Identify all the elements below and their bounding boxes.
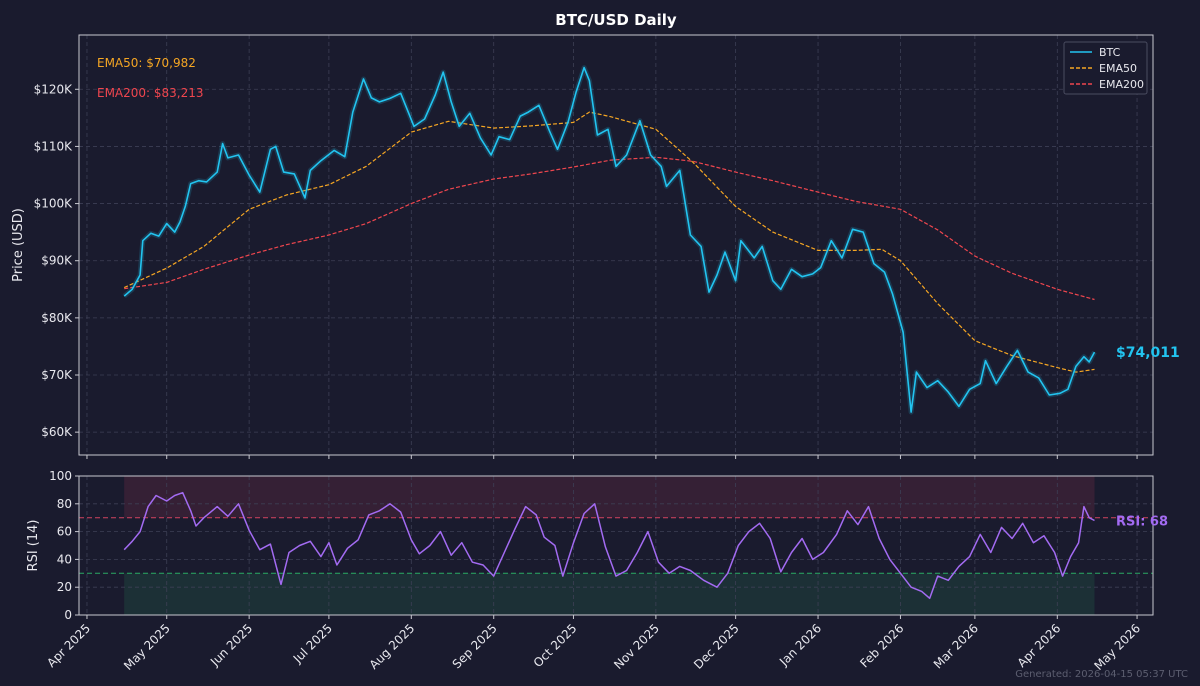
price-y-ticks: $60K $70K $80K $90K $100K $110K $120K bbox=[34, 82, 79, 439]
overbought-zone bbox=[124, 476, 1095, 518]
last-price-label: $74,011 bbox=[1116, 345, 1180, 361]
legend-label-btc: BTC bbox=[1099, 46, 1121, 59]
price-panel: $60K $70K $80K $90K $100K $110K $120K BTC/USD … bbox=[11, 11, 1180, 456]
price-grid bbox=[79, 35, 1153, 455]
btc-series bbox=[122, 65, 1097, 415]
rsi-y-tick-label: 80 bbox=[57, 497, 72, 511]
x-tick-label: Dec 2025 bbox=[691, 621, 742, 672]
x-tick-label: Jan 2026 bbox=[776, 621, 824, 669]
price-frame bbox=[78, 34, 1154, 456]
price-y-axis-label: Price (USD) bbox=[11, 208, 26, 282]
ema50-value-annotation: EMA50: $70,982 bbox=[97, 56, 196, 70]
x-tick-label: Apr 2026 bbox=[1015, 621, 1064, 670]
x-tick-label: May 2026 bbox=[1091, 621, 1143, 673]
legend: BTC EMA50 EMA200 bbox=[1063, 41, 1148, 95]
btc-glow bbox=[122, 65, 1097, 415]
ema50-series bbox=[123, 111, 1095, 373]
rsi-y-tick-label: 100 bbox=[49, 469, 72, 483]
price-y-tick-label: $90K bbox=[41, 254, 73, 268]
legend-label-ema200: EMA200 bbox=[1099, 78, 1144, 91]
ema200-value-annotation: EMA200: $83,213 bbox=[97, 86, 204, 100]
price-y-tick-label: $80K bbox=[41, 311, 73, 325]
price-y-tick-label: $110K bbox=[34, 139, 74, 153]
rsi-y-tick-label: 0 bbox=[64, 608, 72, 622]
price-y-tick-label: $100K bbox=[34, 197, 74, 211]
ema200-series bbox=[124, 156, 1095, 301]
x-tick-label: Nov 2025 bbox=[611, 621, 662, 672]
price-y-tick-label: $60K bbox=[41, 425, 73, 439]
legend-label-ema50: EMA50 bbox=[1099, 62, 1137, 75]
rsi-value-label: RSI: 68 bbox=[1116, 514, 1168, 529]
rsi-y-tick-label: 60 bbox=[57, 525, 72, 539]
rsi-panel: 0 20 40 60 80 100 RSI (14) RSI: 68 bbox=[26, 469, 1168, 622]
ema50-line bbox=[123, 111, 1095, 373]
rsi-y-tick-label: 20 bbox=[57, 580, 72, 594]
x-tick-label: Feb 2026 bbox=[857, 621, 906, 670]
rsi-line bbox=[123, 491, 1095, 600]
rsi-y-tick-label: 40 bbox=[57, 552, 72, 566]
x-tick-label: Mar 2026 bbox=[931, 621, 981, 671]
ema200-line bbox=[124, 156, 1095, 301]
x-tick-label: Oct 2025 bbox=[531, 621, 580, 670]
rsi-frame bbox=[78, 475, 1154, 616]
x-tick-label: Jun 2025 bbox=[207, 621, 255, 669]
price-y-tick-label: $120K bbox=[34, 82, 74, 96]
x-tick-label: Jul 2025 bbox=[290, 621, 335, 666]
x-tick-label: Sep 2025 bbox=[450, 621, 500, 671]
legend-box bbox=[1063, 41, 1148, 95]
x-tick-label: Aug 2025 bbox=[367, 621, 418, 672]
rsi-series bbox=[123, 491, 1095, 600]
x-tick-label: May 2025 bbox=[121, 621, 173, 673]
oversold-zone bbox=[124, 573, 1095, 615]
x-tick-label: Apr 2025 bbox=[44, 621, 93, 670]
btc-line bbox=[123, 66, 1096, 413]
rsi-y-ticks: 0 20 40 60 80 100 bbox=[49, 469, 79, 622]
generated-timestamp: Generated: 2026-04-15 05:37 UTC bbox=[1015, 669, 1188, 680]
rsi-y-axis-label: RSI (14) bbox=[26, 520, 41, 572]
price-y-tick-label: $70K bbox=[41, 368, 73, 382]
chart-title: BTC/USD Daily bbox=[555, 11, 677, 29]
